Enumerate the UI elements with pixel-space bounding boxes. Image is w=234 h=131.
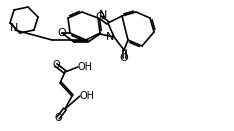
Text: O: O xyxy=(58,28,66,38)
Text: N: N xyxy=(99,10,107,20)
Text: O: O xyxy=(52,60,60,70)
Text: O: O xyxy=(54,113,62,123)
Text: O: O xyxy=(120,53,128,63)
Text: OH: OH xyxy=(80,91,95,101)
Text: N: N xyxy=(106,32,114,42)
Text: O: O xyxy=(96,12,104,22)
Text: N: N xyxy=(10,23,18,33)
Text: OH: OH xyxy=(78,62,93,72)
